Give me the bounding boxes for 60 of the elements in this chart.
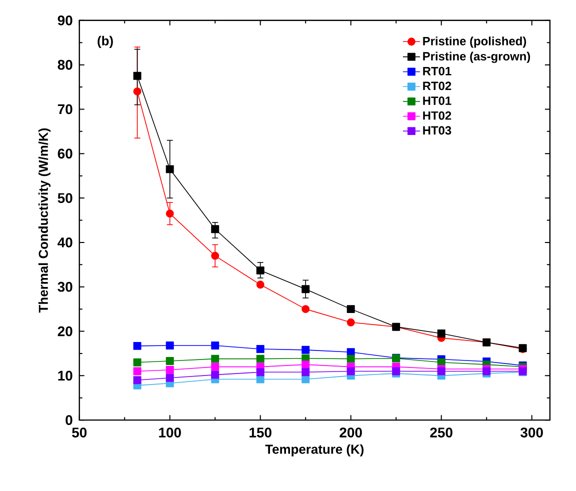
point <box>346 318 355 326</box>
point <box>346 367 355 376</box>
point <box>211 370 220 379</box>
y-tick-label: 40 <box>58 238 72 248</box>
legend-label: RT01 <box>423 66 452 76</box>
point <box>166 342 174 350</box>
point <box>211 362 220 371</box>
y-tick-label: 30 <box>58 282 72 292</box>
point <box>133 342 142 350</box>
y-tick-label: 70 <box>58 104 72 114</box>
legend-label: Pristine (polished) <box>423 36 526 48</box>
y-tick-label: 0 <box>66 415 72 426</box>
point <box>211 342 220 350</box>
point <box>133 87 142 96</box>
point <box>133 376 142 384</box>
point <box>166 357 174 366</box>
point <box>256 345 264 354</box>
point <box>211 354 220 363</box>
point <box>256 354 264 363</box>
point <box>211 252 220 260</box>
point <box>166 366 174 374</box>
point <box>133 358 142 366</box>
point <box>166 374 174 382</box>
y-tick-label: 60 <box>58 148 72 159</box>
point <box>302 305 310 314</box>
legend-label: HT03 <box>423 126 452 135</box>
legend-label: HT02 <box>423 111 452 120</box>
point <box>302 368 310 376</box>
point <box>392 367 400 376</box>
x-tick-label: 150 <box>250 428 272 438</box>
y-axis-title: Thermal Conductivity (W/m/K) <box>38 128 51 313</box>
point <box>256 368 264 376</box>
x-axis-title: Temperature (K) <box>265 444 364 456</box>
point <box>346 305 355 314</box>
point <box>437 330 446 338</box>
point <box>211 225 220 234</box>
y-tick-label: 90 <box>58 15 72 26</box>
x-tick-label: 100 <box>159 428 181 438</box>
point <box>166 165 174 174</box>
point <box>256 266 264 274</box>
point <box>346 354 355 363</box>
point <box>133 72 142 80</box>
y-tick-label: 50 <box>58 193 72 203</box>
legend-label: HT01 <box>423 96 452 105</box>
legend-label: RT02 <box>423 82 452 90</box>
x-tick-label: 50 <box>72 428 87 438</box>
y-tick-label: 80 <box>58 60 72 70</box>
x-tick-label: 300 <box>520 428 543 438</box>
annotation: (b) <box>98 36 113 48</box>
point <box>256 280 264 289</box>
point <box>302 346 310 354</box>
y-tick-label: 20 <box>58 326 72 336</box>
x-tick-label: 200 <box>340 428 362 438</box>
x-tick-label: 250 <box>430 428 452 438</box>
point <box>133 367 142 376</box>
point <box>302 285 310 294</box>
legend-label: Pristine (as-grown) <box>423 52 530 63</box>
point <box>166 210 174 218</box>
point <box>302 360 310 369</box>
y-tick-label: 10 <box>58 370 72 381</box>
